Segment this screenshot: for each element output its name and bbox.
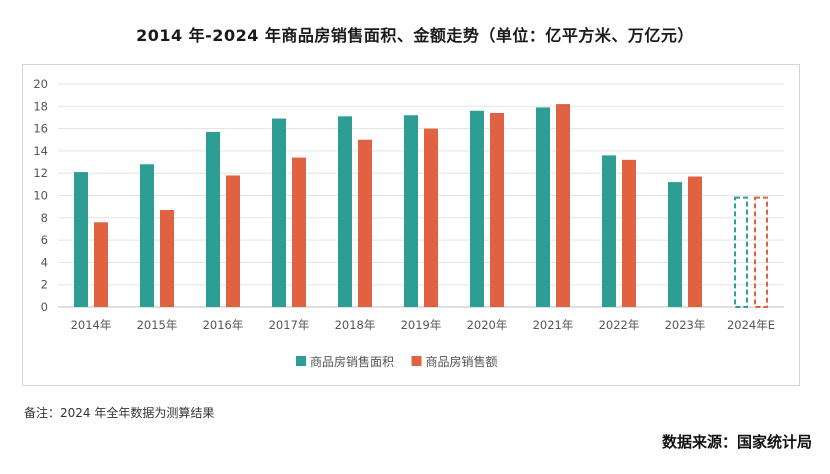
- x-tick-label: 2022年: [599, 318, 640, 332]
- x-tick-label: 2021年: [533, 318, 574, 332]
- bar-area: [140, 164, 154, 307]
- x-tick-label: 2023年: [665, 318, 706, 332]
- bar-area: [272, 118, 286, 307]
- bar-amount-estimate: [754, 196, 768, 309]
- y-tick-label: 6: [41, 233, 48, 247]
- y-tick-label: 14: [33, 144, 48, 158]
- bar-amount: [226, 175, 240, 307]
- y-tick-label: 4: [41, 255, 48, 269]
- x-tick-label: 2015年: [137, 318, 178, 332]
- bar-area: [470, 110, 484, 307]
- bar-amount: [292, 157, 306, 307]
- bar-area: [668, 182, 682, 307]
- x-tick-label: 2020年: [467, 318, 508, 332]
- bar-area: [74, 172, 88, 307]
- legend-label: 商品房销售额: [426, 354, 498, 369]
- x-tick-label: 2017年: [269, 318, 310, 332]
- x-tick-label: 2019年: [401, 318, 442, 332]
- bar-area: [338, 116, 352, 308]
- legend-swatch: [411, 356, 422, 366]
- bar-amount: [622, 159, 636, 307]
- y-tick-label: 8: [41, 211, 48, 225]
- bar-area: [206, 131, 220, 307]
- chart-frame: [22, 64, 800, 386]
- y-tick-label: 0: [41, 300, 48, 314]
- bar-area-estimate: [734, 196, 748, 309]
- y-tick-label: 12: [33, 166, 48, 180]
- x-tick-label: 2024年E: [727, 318, 775, 332]
- y-tick-label: 10: [33, 189, 48, 203]
- bar-area: [404, 115, 418, 307]
- bar-amount: [160, 209, 174, 307]
- x-tick-label: 2018年: [335, 318, 376, 332]
- y-tick-label: 16: [33, 122, 48, 136]
- data-source: 数据来源：国家统计局: [661, 433, 812, 451]
- bar-amount: [490, 112, 504, 308]
- bar-amount: [424, 128, 438, 307]
- legend-label: 商品房销售面积: [310, 354, 394, 369]
- y-tick-label: 18: [33, 99, 48, 113]
- y-tick-label: 2: [41, 278, 48, 292]
- chart-title: 2014 年-2024 年商品房销售面积、金额走势（单位：亿平方米、万亿元）: [136, 26, 694, 45]
- x-tick-label: 2016年: [203, 318, 244, 332]
- bar-amount: [688, 176, 702, 307]
- bar-amount: [358, 139, 372, 307]
- x-tick-label: 2014年: [71, 318, 112, 332]
- bar-amount: [556, 104, 570, 307]
- bar-area: [602, 155, 616, 307]
- bar-area: [536, 107, 550, 307]
- footnote: 备注：2024 年全年数据为测算结果: [24, 406, 215, 420]
- legend-swatch: [296, 356, 306, 366]
- bar-amount: [94, 222, 108, 307]
- y-tick-label: 20: [33, 77, 48, 91]
